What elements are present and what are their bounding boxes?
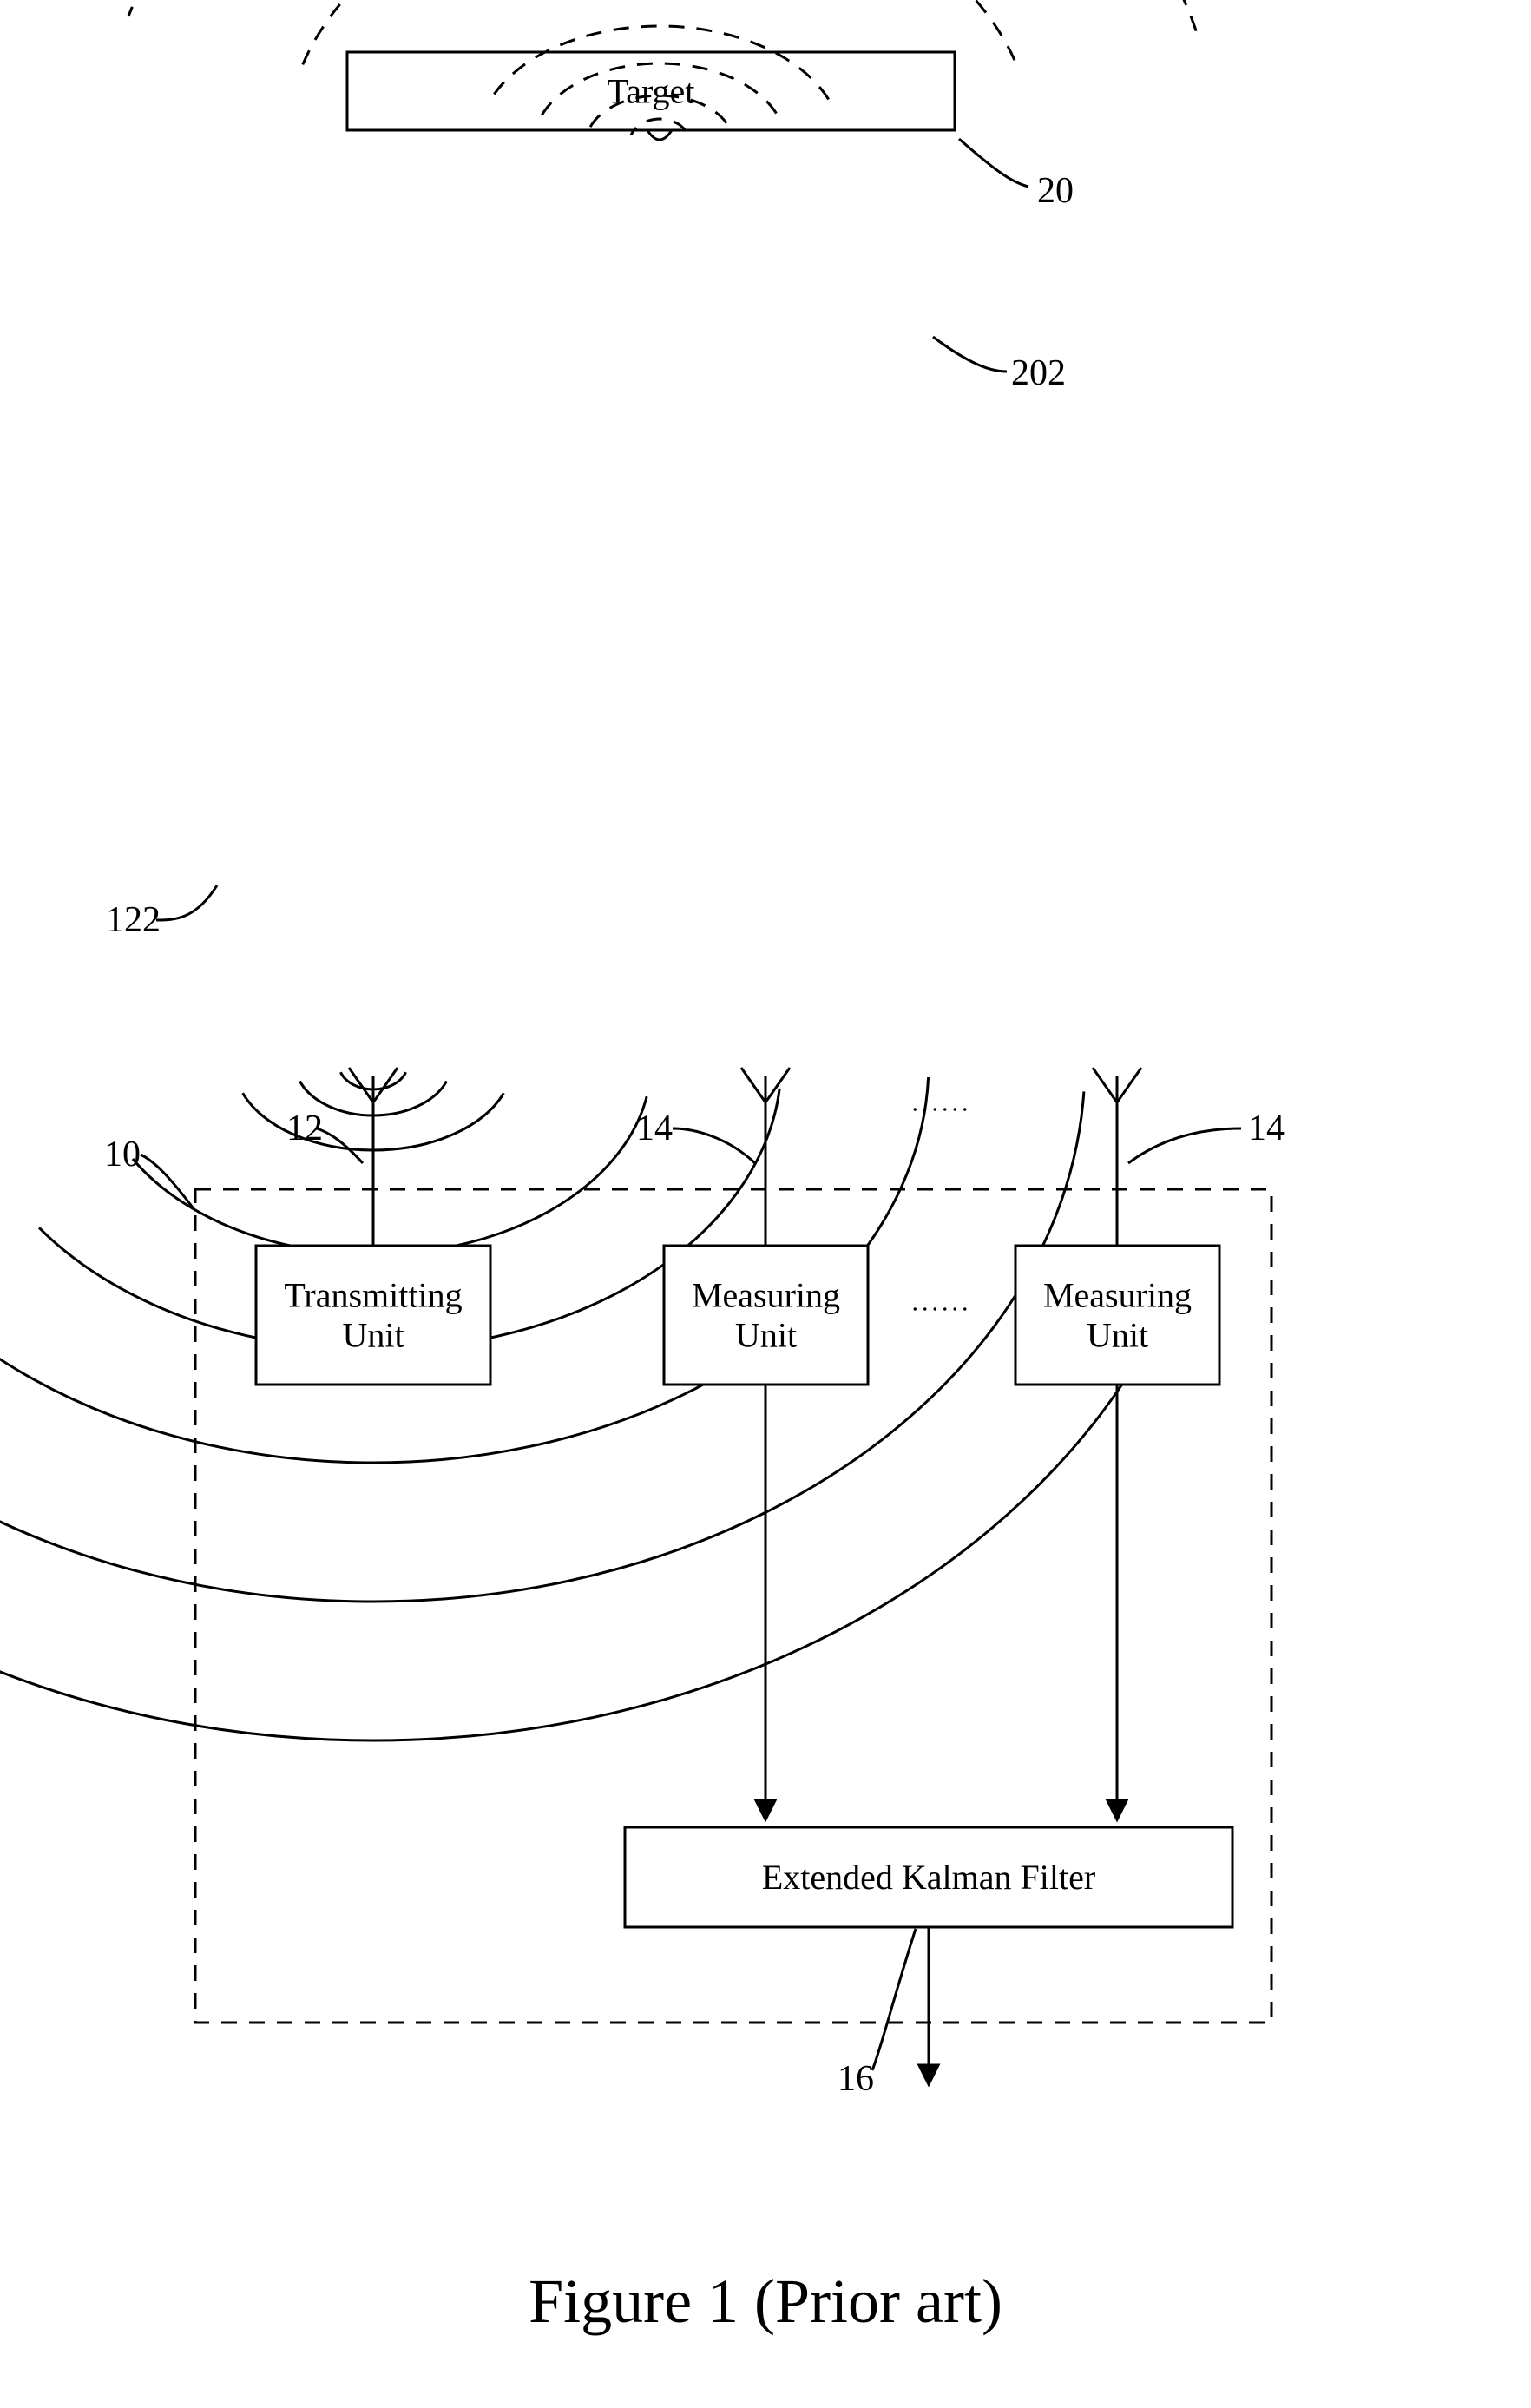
target-box-label: Target <box>608 72 695 111</box>
measuring-antenna-1-arm-left <box>741 1068 766 1102</box>
diagram-svg: TargetTransmittingUnitMeasuringUnitMeasu… <box>0 0 1531 2170</box>
ref-label-16: 16 <box>838 2059 874 2099</box>
ekf-box-label: Extended Kalman Filter <box>762 1858 1095 1897</box>
echo-wave-4 <box>299 0 1015 74</box>
leader-l122 <box>156 885 217 920</box>
leader-l10 <box>141 1155 195 1211</box>
leader-l16 <box>872 1929 916 2070</box>
measuring-unit-1-box-label-0: Measuring <box>692 1276 840 1315</box>
transmitting-unit-box-label-1: Unit <box>342 1316 404 1355</box>
ref-label-122: 122 <box>106 900 161 940</box>
measuring-unit-1-box-label-1: Unit <box>735 1316 797 1355</box>
figure-caption: Figure 1 (Prior art) <box>0 2266 1531 2338</box>
tx-wave-6 <box>0 1091 1084 1602</box>
ref-label-14: 14 <box>636 1109 673 1148</box>
tx-wave-3 <box>133 1096 647 1254</box>
ellipsis-units: ...... <box>912 1288 972 1317</box>
figure-page: TargetTransmittingUnitMeasuringUnitMeasu… <box>0 0 1531 2408</box>
ref-label-20: 20 <box>1037 171 1074 211</box>
measuring-unit-2-box-label-0: Measuring <box>1043 1276 1192 1315</box>
ref-label-202: 202 <box>1011 353 1066 393</box>
leader-l202 <box>933 337 1007 372</box>
measuring-antenna-2-arm-left <box>1093 1068 1117 1102</box>
leader-l14b <box>1128 1128 1241 1163</box>
echo-wave-5 <box>128 0 1196 31</box>
ref-label-10: 10 <box>104 1135 141 1174</box>
transmitting-unit-box-label-0: Transmitting <box>284 1276 462 1315</box>
tx-wave-7 <box>0 1350 1144 1740</box>
leader-l14a <box>673 1128 755 1163</box>
measuring-unit-2-box-label-1: Unit <box>1087 1316 1148 1355</box>
ref-label-12: 12 <box>286 1109 323 1148</box>
echo-wave-0 <box>631 119 686 135</box>
measuring-antenna-2-arm-right <box>1117 1068 1141 1102</box>
ellipsis-antennas: ...... <box>912 1089 972 1117</box>
target-emitter-icon <box>647 130 672 140</box>
ref-label-14: 14 <box>1248 1109 1285 1148</box>
leader-l20 <box>959 139 1028 187</box>
